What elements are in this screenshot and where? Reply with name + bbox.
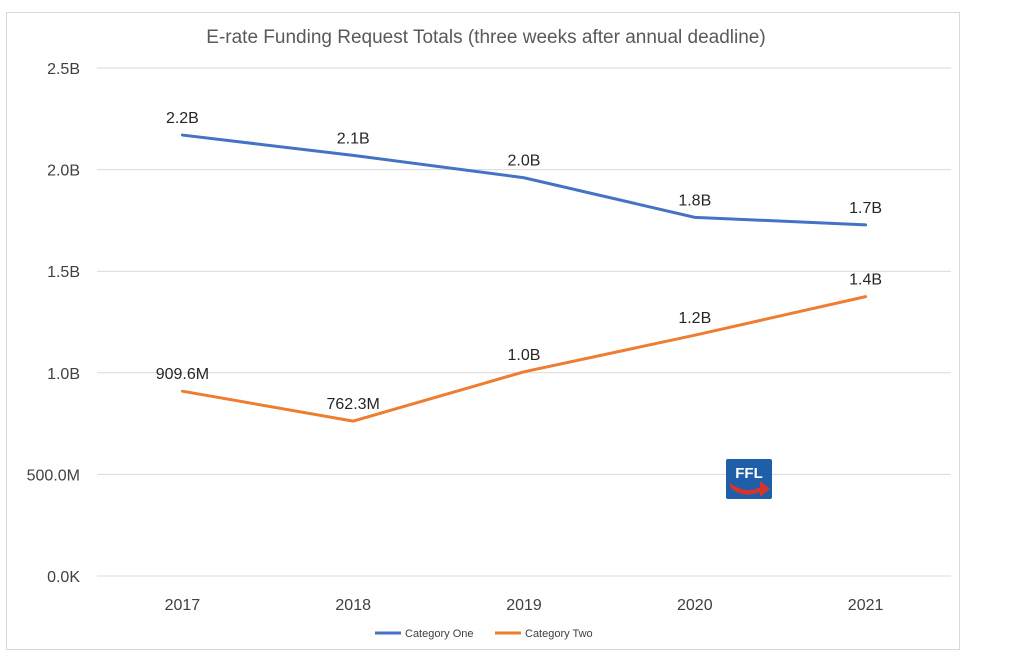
chart-title: E-rate Funding Request Totals (three wee… (206, 27, 765, 48)
x-tick-label: 2018 (335, 597, 371, 614)
logo-text: FFL (735, 465, 763, 482)
logo-arrow (730, 481, 770, 497)
x-tick-label: 2020 (677, 597, 713, 614)
series-line-2 (180, 295, 868, 423)
y-tick-label: 2.5B (47, 61, 80, 78)
chart-frame: E-rate Funding Request Totals (three wee… (6, 12, 960, 650)
x-tick-label: 2017 (165, 597, 201, 614)
y-tick-label: 0.0K (47, 569, 80, 586)
data-label: 1.8B (678, 192, 711, 209)
legend-label: Category One (405, 628, 473, 640)
legend-item-1[interactable]: Category One (375, 628, 473, 640)
data-label: 1.4B (849, 272, 882, 289)
y-tick-label: 1.0B (47, 366, 80, 383)
line-chart: E-rate Funding Request Totals (three wee… (27, 27, 951, 640)
legend-label: Category Two (525, 628, 593, 640)
data-label: 909.6M (156, 366, 209, 383)
data-label: 2.2B (166, 110, 199, 127)
legend[interactable]: Category One Category Two (375, 628, 593, 640)
series-line-1 (180, 133, 868, 227)
data-labels: 2.2B 2.1B 2.0B 1.8B 1.7B 909.6M 762.3M 1.0B 1.2B… (156, 110, 882, 413)
x-tick-label: 2021 (848, 597, 884, 614)
data-label: 1.7B (849, 200, 882, 217)
x-axis-ticks: 2017 2018 2019 2020 2021 (165, 597, 884, 614)
y-tick-label: 2.0B (47, 163, 80, 180)
y-axis-ticks: 0.0K 500.0M 1.0B 1.5B 2.0B 2.5B (27, 61, 81, 586)
data-label: 2.0B (508, 153, 541, 170)
y-tick-label: 1.5B (47, 264, 80, 281)
data-label: 1.0B (508, 347, 541, 364)
gridlines (97, 67, 951, 577)
ffl-logo: FFL (726, 459, 772, 499)
series-lines (180, 133, 868, 423)
x-tick-label: 2019 (506, 597, 542, 614)
y-tick-label: 500.0M (27, 467, 80, 484)
legend-item-2[interactable]: Category Two (495, 628, 593, 640)
data-label: 2.1B (337, 130, 370, 147)
data-label: 1.2B (678, 310, 711, 327)
data-label: 762.3M (327, 396, 380, 413)
